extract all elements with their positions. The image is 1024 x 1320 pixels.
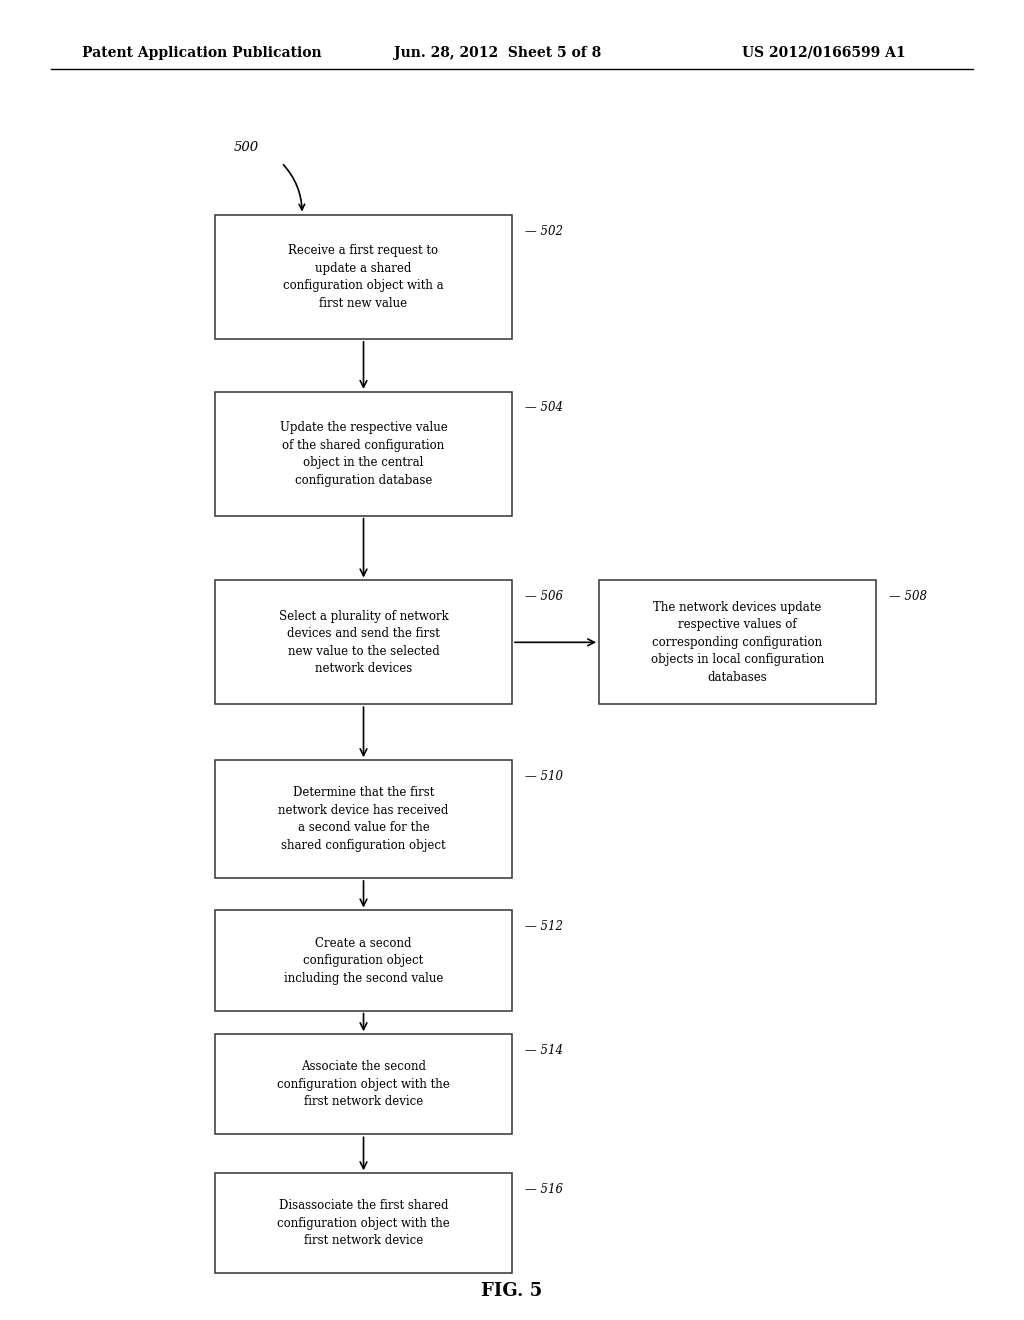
Text: Disassociate the first shared
configuration object with the
first network device: Disassociate the first shared configurat…	[278, 1200, 450, 1247]
Text: — 502: — 502	[525, 224, 563, 238]
Text: — 506: — 506	[525, 590, 563, 603]
FancyBboxPatch shape	[215, 581, 512, 704]
Text: — 508: — 508	[889, 590, 927, 603]
Text: — 504: — 504	[525, 401, 563, 414]
Text: Update the respective value
of the shared configuration
object in the central
co: Update the respective value of the share…	[280, 421, 447, 487]
Text: The network devices update
respective values of
corresponding configuration
obje: The network devices update respective va…	[650, 601, 824, 684]
Text: FIG. 5: FIG. 5	[481, 1282, 543, 1299]
Text: Create a second
configuration object
including the second value: Create a second configuration object inc…	[284, 936, 443, 985]
FancyBboxPatch shape	[215, 760, 512, 878]
Text: — 512: — 512	[525, 920, 563, 933]
Text: Patent Application Publication: Patent Application Publication	[82, 46, 322, 59]
FancyBboxPatch shape	[215, 1173, 512, 1274]
Text: — 514: — 514	[525, 1044, 563, 1056]
FancyBboxPatch shape	[215, 911, 512, 1011]
FancyBboxPatch shape	[215, 215, 512, 339]
Text: Receive a first request to
update a shared
configuration object with a
first new: Receive a first request to update a shar…	[284, 244, 443, 310]
Text: Jun. 28, 2012  Sheet 5 of 8: Jun. 28, 2012 Sheet 5 of 8	[394, 46, 601, 59]
FancyBboxPatch shape	[215, 392, 512, 516]
FancyBboxPatch shape	[215, 1034, 512, 1134]
Text: 500: 500	[233, 141, 259, 154]
Text: — 510: — 510	[525, 770, 563, 783]
FancyBboxPatch shape	[599, 581, 876, 704]
Text: Determine that the first
network device has received
a second value for the
shar: Determine that the first network device …	[279, 787, 449, 851]
Text: Associate the second
configuration object with the
first network device: Associate the second configuration objec…	[278, 1060, 450, 1109]
Text: — 516: — 516	[525, 1183, 563, 1196]
Text: US 2012/0166599 A1: US 2012/0166599 A1	[742, 46, 906, 59]
Text: Select a plurality of network
devices and send the first
new value to the select: Select a plurality of network devices an…	[279, 610, 449, 675]
